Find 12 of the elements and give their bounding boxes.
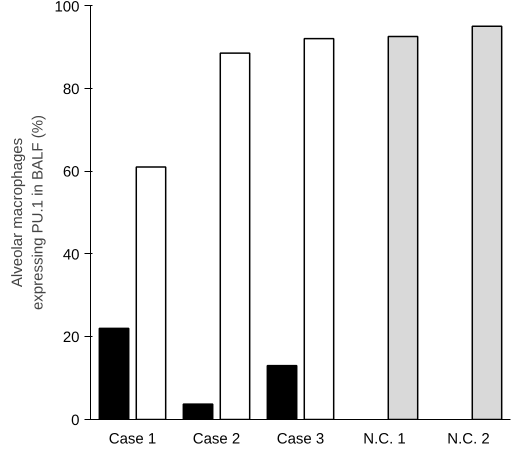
x-tick-label: Case 1 (108, 430, 156, 448)
y-tick-label: 40 (62, 246, 80, 264)
x-tick-label: Case 3 (276, 430, 324, 448)
y-tick-label: 100 (54, 0, 80, 16)
y-axis-title: Alveolar macrophages expressing PU.1 in BALF (%) (9, 114, 46, 310)
y-tick-label: 80 (62, 80, 80, 98)
y-tick-label: 60 (62, 164, 80, 181)
x-tick-label: Case 2 (192, 430, 240, 448)
y-tick-label: 0 (71, 412, 80, 429)
x-tick-label: N.C. 1 (363, 430, 406, 448)
y-tick-label: 20 (62, 329, 80, 346)
x-tick-label: N.C. 2 (447, 430, 490, 448)
